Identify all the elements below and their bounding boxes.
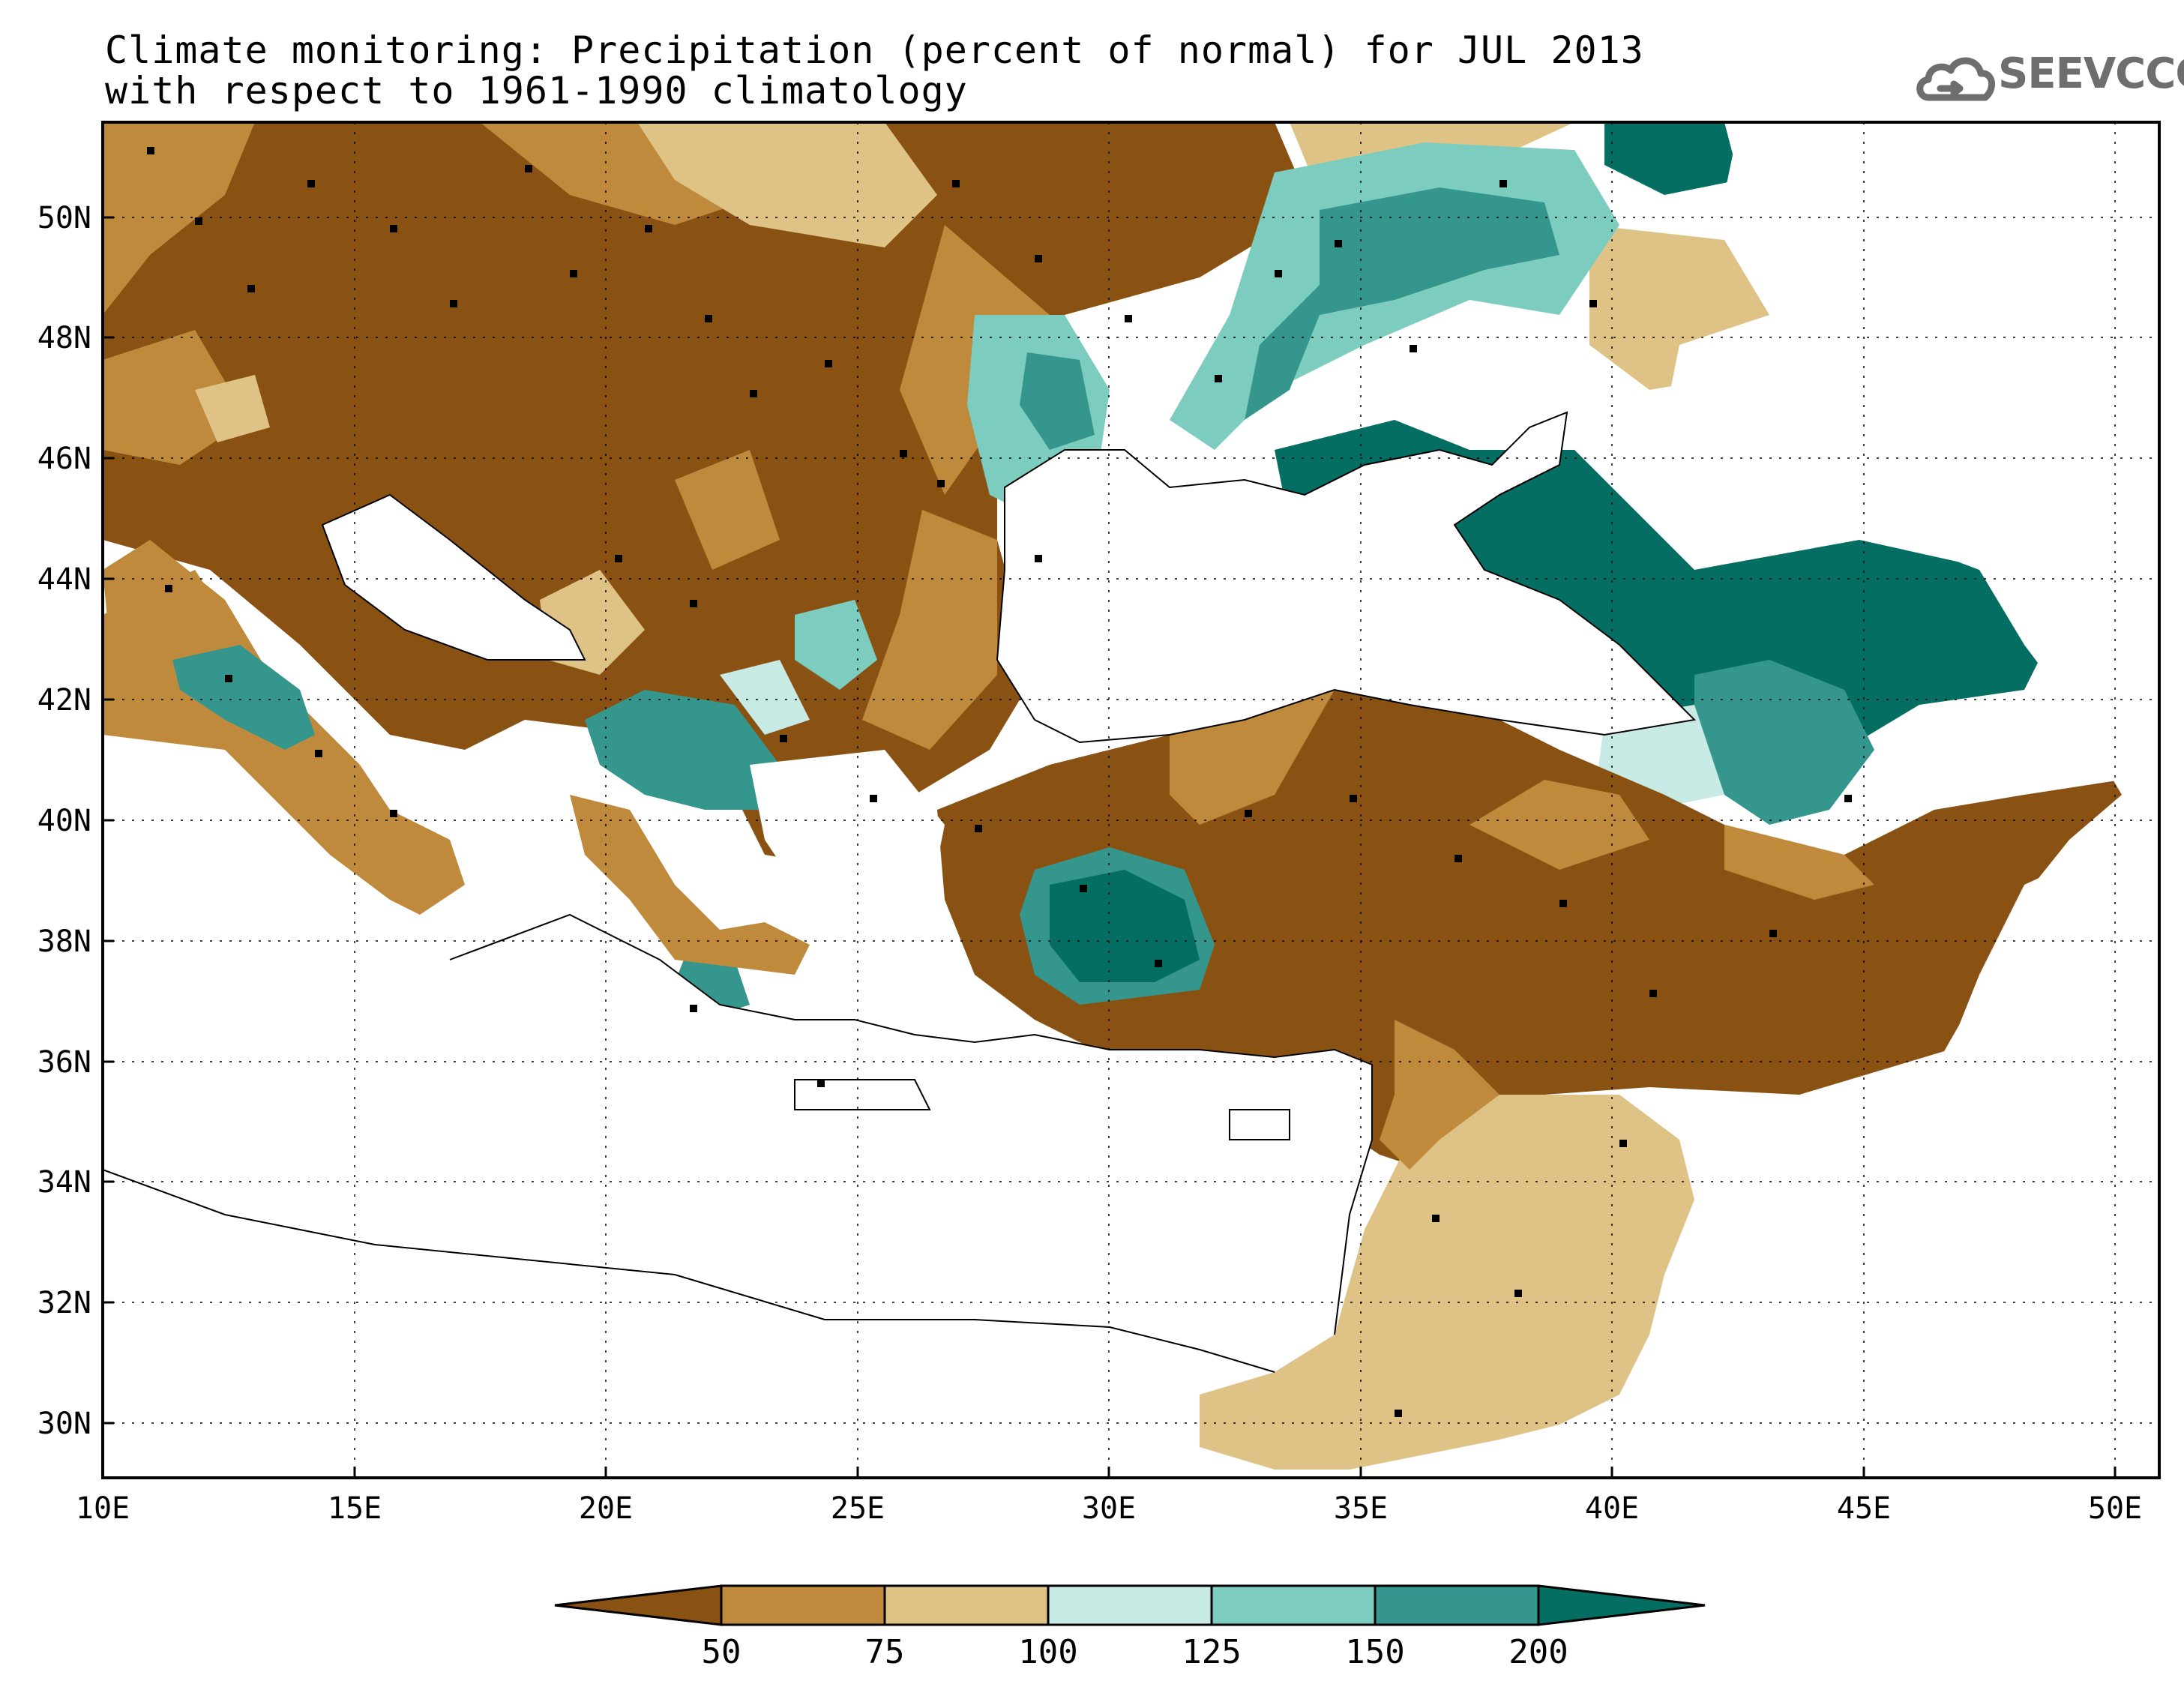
x-tick-label: 40E <box>1585 1491 1639 1526</box>
colorbar-label: 125 <box>1182 1633 1241 1671</box>
axis-ticks <box>101 216 2117 1478</box>
colorbar-label: 50 <box>702 1633 741 1671</box>
y-tick-label: 46N <box>37 442 91 476</box>
colorbar <box>554 1584 1706 1626</box>
y-tick-label: 48N <box>37 321 91 355</box>
colorbar-label: 100 <box>1018 1633 1077 1671</box>
y-tick-label: 32N <box>37 1286 91 1320</box>
precip-field <box>103 122 2159 1478</box>
land-mask-east <box>1649 122 2159 1478</box>
colorbar-swatch <box>720 1584 886 1626</box>
y-tick-label: 42N <box>37 683 91 718</box>
field-dry-levant <box>1380 1020 1499 1170</box>
x-tick-label: 50E <box>2088 1491 2142 1526</box>
map-frame <box>101 121 2161 1479</box>
field-verywet-ukraine <box>1020 187 1559 450</box>
colorbar-swatch <box>1210 1584 1377 1626</box>
seevccc-logo: SEEVCCC <box>1998 49 2184 98</box>
x-tick-label: 15E <box>328 1491 382 1526</box>
x-tick-label: 20E <box>579 1491 633 1526</box>
colorbar-swatch <box>883 1584 1050 1626</box>
colorbar-label: 200 <box>1508 1633 1568 1671</box>
colorbar-swatch <box>1537 1584 1706 1626</box>
y-tick-label: 36N <box>37 1045 91 1080</box>
x-tick-label: 45E <box>1837 1491 1891 1526</box>
field-mid-turkey <box>1170 690 1874 900</box>
field-wet-transcaucasus <box>1694 660 1874 825</box>
land-mask-mediterranean <box>103 495 1372 1478</box>
colorbar-swatch <box>1047 1584 1213 1626</box>
map-title-line1: Climate monitoring: Precipitation (perce… <box>105 28 1644 72</box>
grid-lines <box>103 122 2159 1478</box>
station-markers <box>147 147 1852 1417</box>
colorbar-swatch <box>554 1584 723 1626</box>
colorbar-label: 150 <box>1345 1633 1404 1671</box>
field-balkan-wet <box>585 690 780 1020</box>
x-tick-label: 35E <box>1334 1491 1388 1526</box>
field-light-levant <box>1200 1095 1694 1470</box>
cloud-icon <box>1916 57 1995 101</box>
y-tick-label: 34N <box>37 1165 91 1200</box>
field-extreme-caucasus <box>1275 122 2039 765</box>
colorbar-swatch <box>1374 1584 1540 1626</box>
field-extreme-anatolia <box>1050 870 1200 982</box>
x-tick-label: 30E <box>1082 1491 1136 1526</box>
x-tick-label: 10E <box>76 1491 130 1526</box>
x-axis-labels: 10E 15E 20E 25E 30E 35E 40E 45E 50E <box>76 1491 2142 1526</box>
land-mask-blacksea <box>997 412 1694 742</box>
x-tick-label: 25E <box>831 1491 885 1526</box>
map-title-line2: with respect to 1961-1990 climatology <box>105 69 968 112</box>
y-axis-labels: 30N 32N 34N 36N 38N 40N 42N 44N 46N 48N … <box>37 201 91 1441</box>
y-tick-label: 40N <box>37 804 91 838</box>
colorbar-labels: 50 75 100 125 150 200 <box>702 1633 1568 1671</box>
y-tick-label: 38N <box>37 924 91 959</box>
y-tick-label: 30N <box>37 1407 91 1441</box>
field-italy <box>103 540 465 990</box>
land-mask-greek-sea <box>750 750 945 1020</box>
colorbar-label: 75 <box>865 1633 905 1671</box>
y-tick-label: 50N <box>37 201 91 235</box>
y-tick-label: 44N <box>37 562 91 597</box>
coastlines <box>103 411 1697 1373</box>
